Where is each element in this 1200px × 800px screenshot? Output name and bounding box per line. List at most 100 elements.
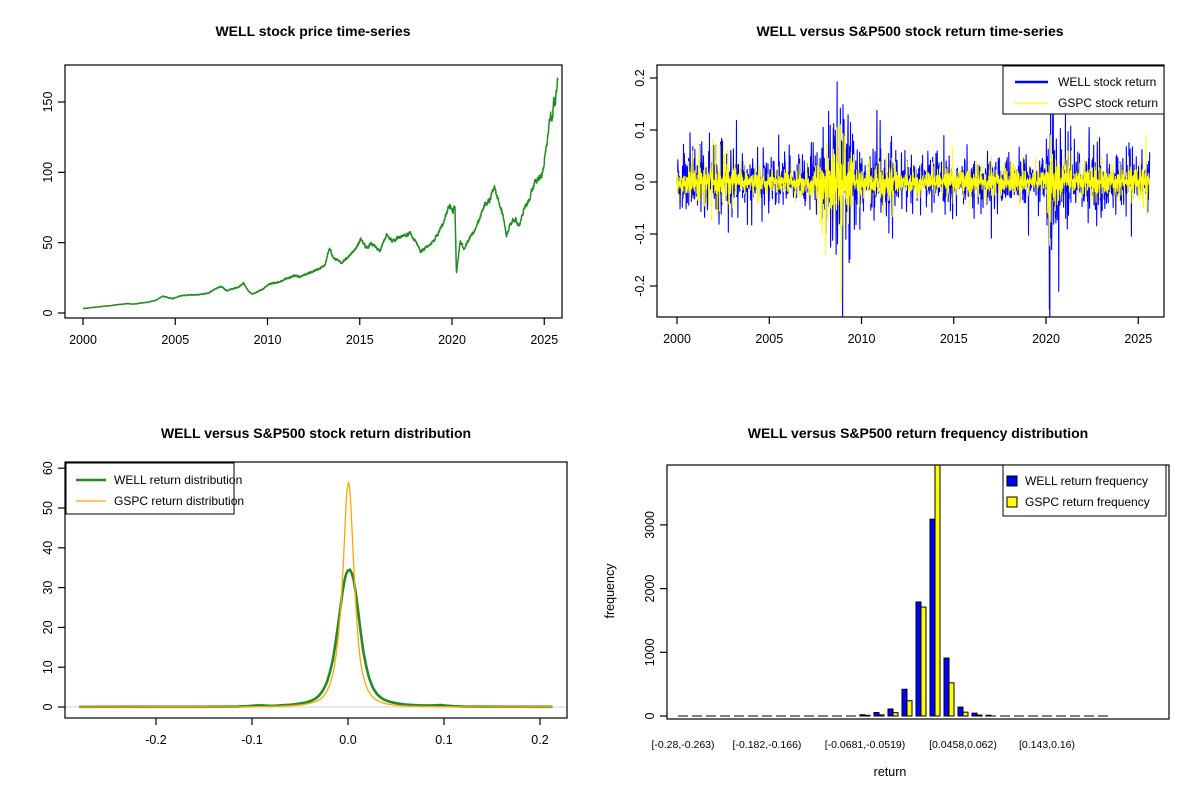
x-bin-label: [0.143,0.16) (1019, 739, 1075, 751)
well-freq-bar (985, 714, 992, 717)
x-tick-label: 2000 (663, 332, 691, 346)
y-tick-label: 0 (643, 712, 657, 719)
histogram-legend: WELL return frequency GSPC return freque… (1002, 464, 1167, 517)
density-series (79, 481, 553, 709)
y-tick-label: 2000 (643, 575, 657, 603)
gspc-density-curve (79, 481, 553, 708)
y-tick-label: 150 (41, 92, 55, 113)
y-tick-label: 60 (41, 461, 55, 475)
well-frequency-legend-swatch (1006, 475, 1018, 487)
gspc-freq-bar (976, 714, 983, 717)
well-density-legend-label: WELL return distribution (114, 473, 242, 487)
gspc-freq-bar (878, 714, 885, 717)
x-tick-label: 2010 (848, 332, 876, 346)
plot-box (656, 64, 1165, 318)
plot-box (64, 461, 568, 719)
gspc-freq-bar (962, 711, 969, 717)
x-tick-label: 2000 (69, 333, 97, 347)
y-tick-label: 20 (41, 620, 55, 634)
y-tick-label: 50 (41, 501, 55, 515)
returns-legend: WELL stock return GSPC stock return (1002, 65, 1165, 115)
x-bin-label: [-0.0681,-0.0519) (825, 739, 906, 751)
well-freq-bar (971, 712, 978, 717)
gspc-return-legend-label: GSPC stock return (1058, 96, 1158, 110)
x-tick-label: 2005 (161, 333, 189, 347)
gspc-frequency-legend-swatch (1006, 496, 1018, 508)
x-tick-label: 2020 (1032, 332, 1060, 346)
price-plot-area: 2000 2005 2010 2015 2020 2025 0 50 100 150 (41, 64, 563, 347)
density-legend: WELL return distribution GSPC return dis… (65, 462, 244, 515)
returns-plot-area: 2000 2005 2010 2015 2020 2025 0.2 0.1 0.0 -0.1 -0.… (633, 64, 1165, 346)
x-tick-label: 2025 (530, 333, 558, 347)
y-tick-label: 100 (41, 162, 55, 183)
legend-box (65, 462, 235, 515)
x-tick-label: 0.0 (339, 733, 356, 747)
returns-title: WELL versus S&P500 stock return time-ser… (756, 23, 1063, 39)
x-tick-label: -0.2 (145, 733, 167, 747)
well-freq-bar (943, 657, 950, 717)
plot-box (64, 64, 563, 319)
y-tick-label: -0.2 (633, 275, 647, 297)
legend-box (1002, 65, 1165, 115)
gspc-freq-bar (864, 714, 871, 717)
y-tick-label: 10 (41, 660, 55, 674)
y-axis-label-frequency: frequency (603, 563, 617, 619)
x-tick-label: 2020 (438, 333, 466, 347)
x-tick-label: 2015 (346, 333, 374, 347)
price-title: WELL stock price time-series (215, 23, 410, 39)
x-tick-label: 0.2 (531, 733, 548, 747)
panel-return-timeseries: 2000 2005 2010 2015 2020 2025 0.2 0.1 0.0 -0.1 -0.… (633, 23, 1165, 346)
x-tick-label: 2010 (254, 333, 282, 347)
returns-series (676, 81, 1151, 317)
plot-box (666, 464, 1170, 720)
x-bin-label: [-0.182,-0.166) (733, 739, 802, 751)
panel-return-frequency: 0 1000 2000 3000 [-0.28,-0.263) [-0.182,-0.16… (603, 425, 1170, 779)
y-tick-label: 0.0 (633, 173, 647, 190)
histogram-plot-area: 0 1000 2000 3000 [-0.28,-0.263) [-0.182,-0.16… (643, 464, 1170, 751)
well-freq-bar (887, 708, 894, 717)
y-tick-label: 0.2 (633, 69, 647, 86)
y-tick-label: 0.1 (633, 121, 647, 138)
well-freq-bar (901, 688, 908, 717)
well-return-legend-label: WELL stock return (1058, 75, 1156, 89)
x-axis-label-return: return (874, 765, 907, 779)
well-freq-bar (929, 518, 936, 717)
well-freq-bar (915, 601, 922, 717)
y-tick-label: 30 (41, 581, 55, 595)
x-tick-label: 2005 (755, 332, 783, 346)
gspc-frequency-legend-label: GSPC return frequency (1025, 495, 1150, 509)
x-tick-label: 2015 (940, 332, 968, 346)
legend-box (1002, 464, 1167, 517)
price-series (82, 77, 559, 310)
density-title: WELL versus S&P500 stock return distribu… (161, 425, 471, 441)
y-tick-label: 0 (41, 703, 55, 710)
price-line (82, 77, 559, 310)
well-freq-bar (859, 714, 866, 717)
panel-return-distribution: -0.2 -0.1 0.0 0.1 0.2 0 10 20 30 40 50 60 WELL vers… (41, 425, 568, 747)
well-freq-bar (957, 706, 964, 717)
y-tick-label: 1000 (643, 638, 657, 666)
gspc-return-line (676, 123, 1151, 303)
y-tick-label: 50 (41, 236, 55, 250)
gspc-density-legend-label: GSPC return distribution (114, 494, 244, 508)
gspc-freq-bar (948, 682, 955, 717)
gspc-freq-bar (892, 712, 899, 717)
y-tick-label: 0 (41, 309, 55, 316)
well-density-curve (79, 568, 553, 709)
x-tick-label: -0.1 (241, 733, 263, 747)
x-bin-label: [-0.28,-0.263) (651, 739, 714, 751)
y-tick-label: 3000 (643, 511, 657, 539)
well-frequency-legend-label: WELL return frequency (1025, 474, 1148, 488)
y-tick-label: -0.1 (633, 223, 647, 245)
gspc-freq-bar (920, 606, 927, 717)
density-plot-area: -0.2 -0.1 0.0 0.1 0.2 0 10 20 30 40 50 60 (41, 461, 568, 747)
well-freq-bar (873, 711, 880, 717)
gspc-freq-bar (934, 465, 941, 717)
panel-price-timeseries: 2000 2005 2010 2015 2020 2025 0 50 100 150 WELL s… (41, 23, 563, 347)
x-tick-label: 2025 (1124, 332, 1152, 346)
y-tick-label: 40 (41, 541, 55, 555)
histogram-bars (678, 465, 1108, 717)
histogram-title: WELL versus S&P500 return frequency dist… (748, 425, 1088, 441)
x-tick-label: 0.1 (435, 733, 452, 747)
